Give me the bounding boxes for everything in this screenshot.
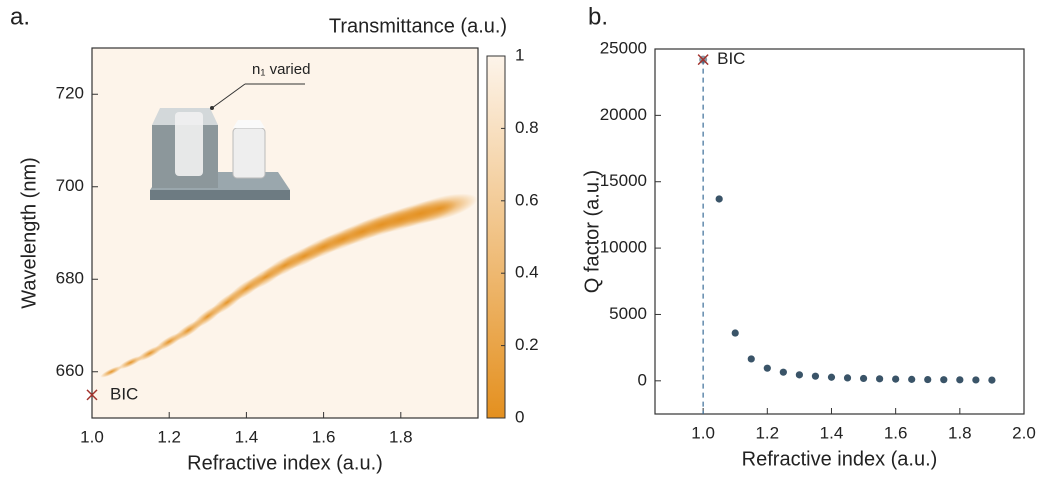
point xyxy=(892,375,900,383)
point xyxy=(972,376,980,384)
resonance-dip xyxy=(401,193,478,224)
x-tick-label: 1.2 xyxy=(755,423,779,442)
resonance-dip xyxy=(100,365,123,378)
y-axis-label: Q factor (a.u.) xyxy=(581,170,603,293)
point xyxy=(731,329,739,337)
resonance xyxy=(100,193,478,378)
y-tick-label: 660 xyxy=(56,361,84,380)
point xyxy=(924,375,932,384)
y-tick-label: 15000 xyxy=(600,171,647,190)
y-tick-label: 700 xyxy=(56,176,84,195)
point xyxy=(876,375,884,383)
point xyxy=(795,371,803,379)
y-tick-label: 720 xyxy=(56,84,84,103)
plot-frame xyxy=(91,47,479,419)
x-tick-label: 1.6 xyxy=(312,427,336,446)
colorbar-tick-label: 1 xyxy=(515,45,524,64)
panel-label: a. xyxy=(10,3,30,30)
point xyxy=(940,376,948,384)
y-tick-label: 20000 xyxy=(600,105,647,124)
point xyxy=(779,368,787,376)
x-tick-label: 1.0 xyxy=(691,423,715,442)
point xyxy=(956,376,964,384)
bic-label: BIC xyxy=(717,49,745,68)
y-tick-label: 680 xyxy=(56,269,84,288)
x-tick-label: 1.8 xyxy=(389,427,413,446)
heatmap-background xyxy=(92,48,478,418)
point xyxy=(908,375,916,383)
point xyxy=(763,364,771,372)
x-tick-label: 2.0 xyxy=(1012,423,1036,442)
x-tick-label: 1.2 xyxy=(157,427,181,446)
x-tick-label: 1.4 xyxy=(235,427,259,446)
colorbar-tick-label: 0.2 xyxy=(515,335,539,354)
y-tick-label: 10000 xyxy=(600,238,647,257)
y-tick-label: 25000 xyxy=(600,38,647,57)
colorbar-tick-label: 0 xyxy=(515,407,524,426)
bic-marker xyxy=(697,54,709,66)
colorbar-tick-label: 0.6 xyxy=(515,190,539,209)
colorbar-tick-label: 0.8 xyxy=(515,118,539,137)
y-axis-label: Wavelength (nm) xyxy=(18,157,40,309)
x-tick-label: 1.0 xyxy=(80,427,104,446)
point xyxy=(811,372,820,380)
point xyxy=(827,373,836,381)
plot-frame xyxy=(654,48,1025,415)
x-tick-label: 1.8 xyxy=(948,423,972,442)
x-tick-label: 1.6 xyxy=(884,423,908,442)
colorbar-label: Transmittance (a.u.) xyxy=(329,15,507,37)
bic-marker xyxy=(86,389,98,401)
point xyxy=(988,376,996,384)
y-tick-label: 0 xyxy=(638,370,647,389)
panel-label: b. xyxy=(588,3,608,30)
bic-label: BIC xyxy=(110,384,138,403)
y-tick-label: 5000 xyxy=(609,304,647,323)
inset-device: n₁ varied xyxy=(150,61,310,200)
colorbar xyxy=(486,55,506,419)
x-axis-label: Refractive index (a.u.) xyxy=(742,448,938,470)
x-tick-label: 1.4 xyxy=(820,423,844,442)
x-axis-label: Refractive index (a.u.) xyxy=(187,452,383,474)
point xyxy=(859,374,868,383)
point xyxy=(843,374,852,382)
colorbar-tick-label: 0.4 xyxy=(515,263,539,282)
point xyxy=(747,355,755,363)
point xyxy=(715,195,723,203)
inset-label: n₁ varied xyxy=(252,61,310,78)
